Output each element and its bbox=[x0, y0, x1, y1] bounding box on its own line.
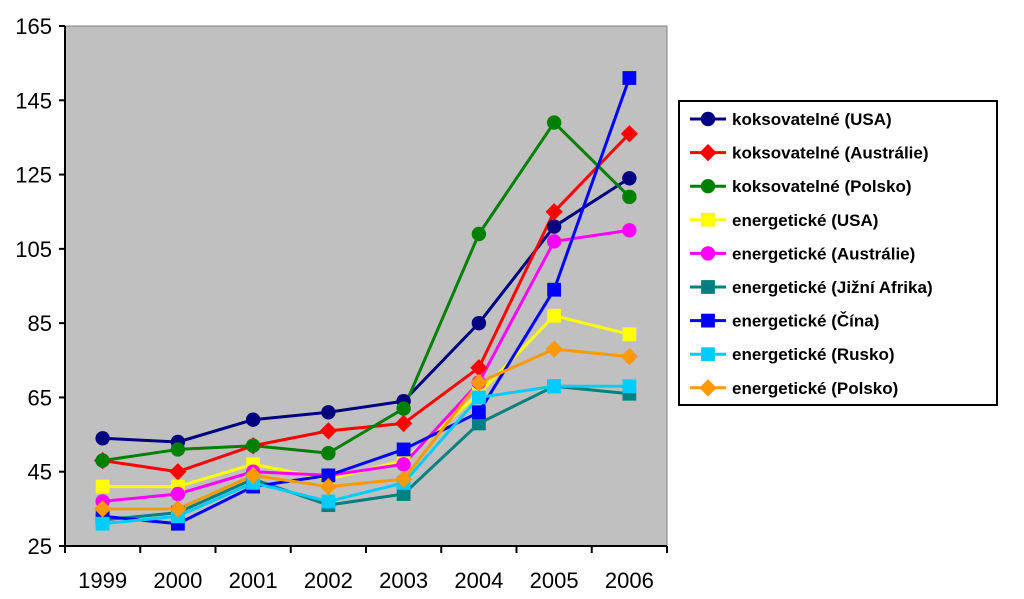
legend-swatch-marker bbox=[699, 379, 717, 397]
plot-area bbox=[64, 25, 668, 547]
legend-label: koksovatelné (Polsko) bbox=[732, 177, 912, 196]
legend-label: energetické (Jižní Afrika) bbox=[732, 278, 933, 297]
data-point bbox=[620, 347, 639, 366]
legend-swatch-marker bbox=[699, 143, 717, 162]
legend-label: koksovatelné (USA) bbox=[732, 110, 892, 129]
data-point bbox=[321, 468, 336, 483]
data-point bbox=[470, 359, 488, 377]
data-point bbox=[170, 442, 186, 457]
data-point bbox=[471, 405, 486, 420]
data-point bbox=[547, 308, 562, 323]
legend-label: energetické (Polsko) bbox=[732, 379, 898, 398]
x-tick-label: 2003 bbox=[379, 568, 428, 593]
series-line bbox=[102, 121, 631, 463]
y-tick-label: 45 bbox=[28, 460, 52, 485]
legend-swatch-marker bbox=[701, 280, 715, 294]
y-tick-label: 165 bbox=[15, 14, 52, 39]
data-point bbox=[169, 463, 187, 481]
data-point bbox=[622, 223, 637, 238]
y-tick-label: 105 bbox=[15, 237, 52, 262]
data-point bbox=[471, 315, 487, 331]
data-point bbox=[620, 125, 639, 143]
data-point bbox=[396, 442, 411, 457]
data-point bbox=[93, 500, 112, 518]
legend-swatch-marker bbox=[700, 111, 716, 127]
data-point bbox=[244, 466, 262, 485]
y-tick-label: 125 bbox=[15, 163, 52, 188]
legend-label: koksovatelné (Austrálie) bbox=[732, 144, 929, 163]
data-point bbox=[471, 390, 486, 405]
data-point bbox=[394, 414, 413, 433]
legend-swatch-marker bbox=[701, 313, 715, 328]
legend-swatch-marker bbox=[701, 347, 715, 362]
y-tick-label: 85 bbox=[28, 311, 52, 336]
series-line bbox=[102, 384, 630, 526]
series-line bbox=[102, 228, 630, 503]
legend-swatch-marker bbox=[700, 246, 716, 261]
x-tick-label: 2004 bbox=[454, 568, 503, 593]
x-tick-label: 2002 bbox=[304, 568, 353, 593]
data-point bbox=[169, 500, 187, 518]
data-point bbox=[95, 516, 110, 531]
y-tick-label: 25 bbox=[28, 534, 52, 559]
legend-label: energetické (Austrálie) bbox=[732, 244, 915, 263]
x-tick-label: 2000 bbox=[153, 568, 202, 593]
legend-swatch-marker bbox=[700, 179, 716, 194]
data-point bbox=[321, 494, 336, 509]
data-point bbox=[394, 470, 413, 488]
data-point bbox=[622, 71, 637, 85]
data-point bbox=[622, 327, 637, 342]
x-tick-label: 1999 bbox=[78, 568, 127, 593]
data-point bbox=[95, 431, 110, 446]
data-point bbox=[396, 401, 411, 416]
data-point bbox=[547, 282, 562, 297]
data-point bbox=[546, 219, 562, 234]
x-tick-label: 2001 bbox=[229, 568, 278, 593]
data-point bbox=[545, 340, 563, 358]
x-tick-label: 2006 bbox=[605, 568, 654, 593]
series-line bbox=[102, 177, 631, 444]
series-line bbox=[102, 132, 631, 474]
data-point bbox=[471, 226, 487, 242]
data-point bbox=[245, 438, 261, 453]
series-line bbox=[102, 384, 630, 522]
data-point bbox=[546, 115, 562, 130]
data-point bbox=[545, 203, 563, 221]
data-point bbox=[95, 453, 110, 468]
data-point bbox=[170, 486, 186, 502]
data-point bbox=[321, 405, 336, 420]
data-point bbox=[547, 379, 562, 394]
series-line bbox=[102, 347, 630, 511]
series-layer bbox=[93, 71, 639, 531]
y-tick-label: 65 bbox=[28, 385, 52, 410]
data-point bbox=[245, 412, 261, 427]
data-point bbox=[396, 487, 411, 501]
data-point bbox=[471, 416, 486, 431]
legend-box bbox=[678, 100, 998, 406]
data-point bbox=[321, 445, 336, 461]
data-point bbox=[546, 234, 562, 249]
data-point bbox=[319, 477, 338, 496]
data-point bbox=[622, 189, 637, 205]
legend: koksovatelné (USA) koksovatelné (Austráli… bbox=[678, 100, 998, 406]
data-point bbox=[95, 479, 110, 494]
legend-label: energetické (Čína) bbox=[732, 312, 879, 331]
legend-swatch-marker bbox=[701, 212, 715, 227]
legend-label: energetické (Rusko) bbox=[732, 345, 895, 364]
series-line bbox=[102, 77, 631, 526]
data-point bbox=[470, 373, 488, 392]
data-point bbox=[622, 379, 637, 394]
x-tick-label: 2005 bbox=[530, 568, 579, 593]
data-point bbox=[622, 171, 637, 186]
data-point bbox=[319, 422, 338, 440]
legend-label: energetické (USA) bbox=[732, 211, 878, 230]
data-point bbox=[396, 457, 411, 472]
axes: 25 45 65 85 105 125 145 165 1999 2000 2001 2002 2003… bbox=[15, 14, 668, 593]
y-tick-label: 145 bbox=[15, 88, 52, 113]
